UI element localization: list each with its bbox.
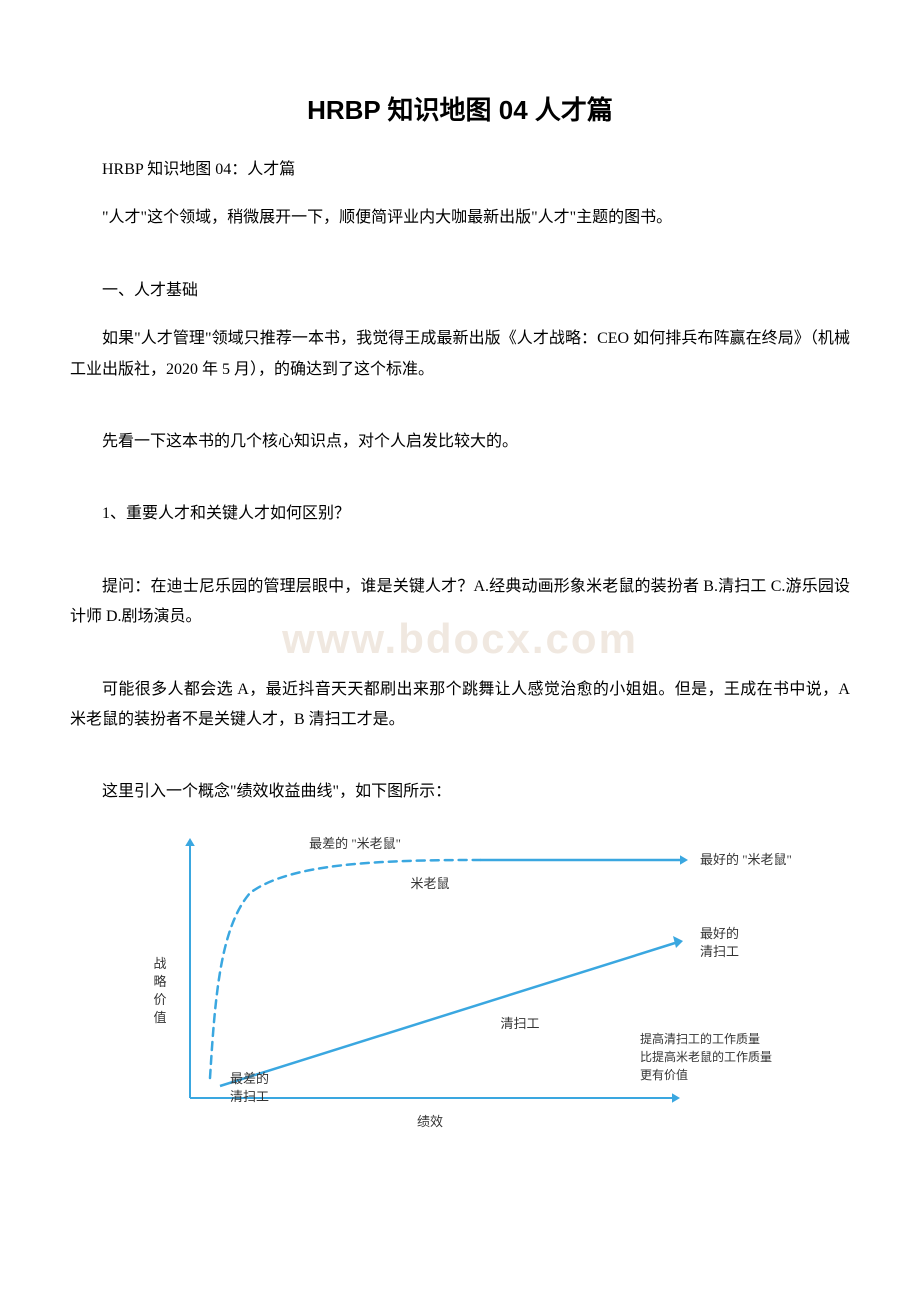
paragraph-book: 如果"人才管理"领域只推荐一本书，我觉得王成最新出版《人才战略：CEO 如何排兵… [70,324,850,385]
svg-text:最好的 "米老鼠": 最好的 "米老鼠" [700,852,792,867]
svg-text:清扫工: 清扫工 [230,1089,269,1104]
paragraph-chart-intro: 这里引入一个概念"绩效收益曲线"，如下图所示： [70,777,850,807]
section-heading: 一、人才基础 [70,276,850,306]
svg-text:绩效: 绩效 [417,1114,443,1129]
performance-curve-chart: 战略价值绩效最差的 "米老鼠"最好的 "米老鼠"米老鼠最好的清扫工清扫工最差的清… [120,828,800,1143]
svg-text:最差的: 最差的 [230,1071,269,1086]
chart-svg: 战略价值绩效最差的 "米老鼠"最好的 "米老鼠"米老鼠最好的清扫工清扫工最差的清… [120,828,800,1138]
svg-text:比提高米老鼠的工作质量: 比提高米老鼠的工作质量 [640,1049,772,1064]
page-title: HRBP 知识地图 04 人才篇 [70,90,850,127]
svg-text:战: 战 [153,956,166,971]
paragraph-intro: "人才"这个领域，稍微展开一下，顺便简评业内大咖最新出版"人才"主题的图书。 [70,203,850,233]
svg-text:更有价值: 更有价值 [640,1067,688,1082]
document-content: HRBP 知识地图 04 人才篇 HRBP 知识地图 04：人才篇 "人才"这个… [70,90,850,1143]
svg-text:价: 价 [153,992,166,1007]
svg-text:清扫工: 清扫工 [500,1016,539,1031]
paragraph-subtitle: HRBP 知识地图 04：人才篇 [70,155,850,185]
svg-text:清扫工: 清扫工 [700,944,739,959]
paragraph-question-heading: 1、重要人才和关键人才如何区别？ [70,499,850,529]
svg-text:米老鼠: 米老鼠 [410,876,449,891]
svg-text:值: 值 [153,1010,166,1025]
paragraph-knowledge: 先看一下这本书的几个核心知识点，对个人启发比较大的。 [70,427,850,457]
svg-text:略: 略 [153,974,166,989]
svg-text:提高清扫工的工作质量: 提高清扫工的工作质量 [640,1031,760,1046]
svg-text:最差的 "米老鼠": 最差的 "米老鼠" [309,836,401,851]
paragraph-question: 提问：在迪士尼乐园的管理层眼中，谁是关键人才？A.经典动画形象米老鼠的装扮者 B… [70,572,850,633]
paragraph-answer: 可能很多人都会选 A，最近抖音天天都刷出来那个跳舞让人感觉治愈的小姐姐。但是，王… [70,675,850,736]
svg-text:最好的: 最好的 [700,926,739,941]
